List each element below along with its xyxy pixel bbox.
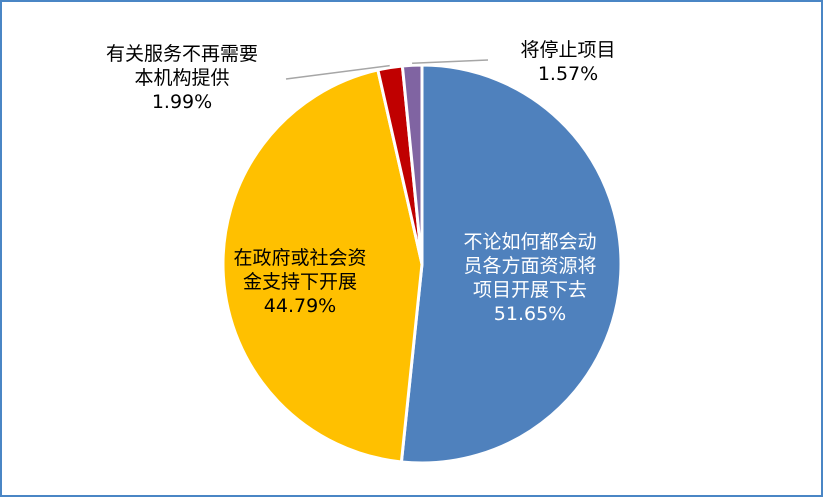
- slice-stop-project: [400, 63, 424, 266]
- slice-label-line: 在政府或社会资: [233, 247, 367, 269]
- slice-label-line: 不论如何都会动: [463, 231, 597, 253]
- slice-label-line: 项目开展下去: [472, 279, 587, 301]
- slice-percent: 1.57%: [537, 63, 599, 85]
- leader-line: [285, 64, 390, 80]
- slice-label-mobilize-resources: 不论如何都会动 员各方面资源将 项目开展下去 51.65%: [430, 230, 630, 326]
- slice-label-line: 员各方面资源将: [463, 255, 597, 277]
- slice-label-line: 将停止项目: [520, 39, 616, 61]
- slice-label-line: 本机构提供: [134, 67, 230, 89]
- slice-gov-support: [221, 68, 424, 464]
- slice-label-line: 有关服务不再需要: [105, 43, 258, 65]
- slice-percent: 51.65%: [493, 303, 567, 325]
- slice-label-line: 金支持下开展: [242, 271, 357, 293]
- slice-label-service-not-needed: 有关服务不再需要 本机构提供 1.99%: [72, 42, 292, 114]
- slice-percent: 44.79%: [263, 295, 337, 317]
- slice-label-stop-project: 将停止项目 1.57%: [498, 38, 638, 86]
- slice-label-gov-support: 在政府或社会资 金支持下开展 44.79%: [210, 246, 390, 318]
- leader-line: [412, 59, 489, 64]
- slice-mobilize-resources: [399, 63, 623, 465]
- slice-percent: 1.99%: [151, 91, 213, 113]
